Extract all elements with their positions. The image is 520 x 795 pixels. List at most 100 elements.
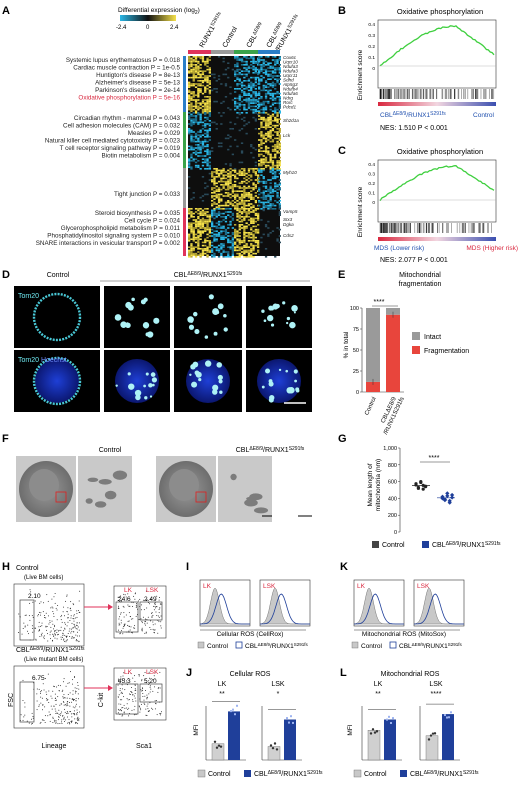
event-dot [129, 629, 131, 631]
event-dot [76, 628, 78, 630]
heatmap-cell [269, 187, 272, 189]
gene-label: Pdcd1 [283, 105, 296, 110]
event-dot [32, 616, 34, 618]
heatmap-cell [262, 193, 265, 196]
heatmap-cell [236, 219, 239, 221]
bar-control [425, 735, 439, 761]
heatmap-cell [194, 75, 198, 77]
heatmap-cell [252, 65, 255, 68]
heatmap-cell [258, 81, 261, 84]
heatmap-cell [213, 198, 216, 200]
heatmap-cell [206, 150, 209, 152]
event-dot [72, 679, 74, 681]
heatmap-cell [192, 59, 195, 61]
event-dot [76, 622, 78, 624]
heatmap-cell [194, 120, 198, 122]
heatmap-cell [278, 164, 281, 167]
heatmap-cell [252, 252, 255, 255]
heatmap-cell [278, 204, 281, 207]
data-point-mutant [232, 708, 234, 711]
heatmap-cell [264, 164, 268, 167]
heatmap-cell [190, 228, 193, 231]
mitochondria-fragment [115, 384, 118, 387]
heatmap-cell [250, 248, 253, 250]
heatmap-cell [278, 163, 281, 165]
heatmap-cell [201, 200, 205, 202]
y-tick-label: 0.2 [368, 44, 375, 50]
heatmap-cell [267, 113, 270, 116]
heatmap-cell [278, 142, 281, 144]
heatmap-cell [278, 137, 281, 140]
event-dot [121, 707, 123, 709]
heatmap-cell [278, 211, 281, 213]
heatmap-cell [258, 80, 261, 82]
event-dot [118, 622, 120, 624]
y-axis-label: MFI [347, 724, 354, 735]
heatmap-cell [190, 238, 193, 240]
heatmap-cell [276, 67, 279, 69]
mitochondria-fragment [204, 360, 212, 367]
heatmap-cell [194, 64, 198, 66]
heatmap-cell [258, 204, 261, 207]
heatmap-cell [194, 104, 198, 106]
heatmap-cell [194, 152, 198, 154]
event-dot [128, 715, 130, 717]
heatmap-cell [197, 67, 200, 69]
heatmap-cell [220, 204, 223, 207]
heatmap-cell [194, 158, 198, 160]
heatmap-cell [243, 216, 246, 218]
heatmap-cell [262, 59, 265, 61]
histogram-mutant [354, 593, 404, 625]
heatmap-cell [188, 227, 191, 229]
heatmap-cell [222, 60, 225, 63]
heatmap-cell [192, 216, 195, 218]
event-dot [75, 697, 77, 699]
heatmap-cell [257, 249, 260, 252]
heatmap-cell [190, 113, 193, 116]
heatmap-cell [194, 110, 198, 112]
heatmap-cell [278, 59, 281, 61]
event-dot [43, 689, 45, 691]
heatmap-cell [211, 73, 214, 76]
legend-swatch [351, 641, 359, 649]
event-dot [151, 612, 153, 614]
heatmap-cell [252, 86, 255, 88]
heatmap-cell [262, 65, 265, 68]
heatmap-cell [236, 232, 239, 234]
heatmap-cell [208, 214, 211, 216]
event-dot [147, 703, 149, 705]
gene-label: Ndufa3 [283, 64, 298, 69]
event-dot [159, 597, 161, 599]
heatmap-cell [250, 99, 253, 101]
heatmap-cell [201, 227, 205, 229]
event-dot [125, 614, 127, 616]
heatmap-cell [264, 112, 268, 114]
heatmap-cell [206, 254, 209, 256]
heatmap-cell [194, 83, 198, 85]
event-dot [51, 697, 53, 699]
heatmap-cell [208, 67, 211, 69]
heatmap-cell [258, 200, 261, 202]
mitochondria-fragment [261, 309, 265, 313]
heatmap-cell [201, 248, 205, 250]
event-dot [52, 607, 54, 609]
heatmap-cell [264, 198, 268, 200]
cluster-swatch [183, 56, 186, 112]
heatmap-cell [250, 56, 253, 58]
heatmap-cell [224, 171, 228, 173]
heatmap-cell [217, 211, 221, 213]
heatmap-cell [258, 153, 261, 156]
event-dot [76, 610, 78, 612]
heatmap-cell [240, 198, 244, 200]
heatmap-cell [245, 108, 248, 111]
event-dot [40, 721, 42, 723]
column-label-mutant: CBLΔE8/9/RUNX1S291fs [174, 271, 243, 279]
mitochondria-fragment [152, 383, 155, 387]
heatmap-cell [192, 196, 195, 199]
heatmap-cell [194, 112, 198, 114]
heatmap-cell [254, 209, 257, 212]
heatmap-cell [254, 240, 257, 242]
heatmap-cell [227, 192, 230, 194]
event-dot [136, 605, 138, 607]
heatmap-cell [254, 81, 257, 84]
